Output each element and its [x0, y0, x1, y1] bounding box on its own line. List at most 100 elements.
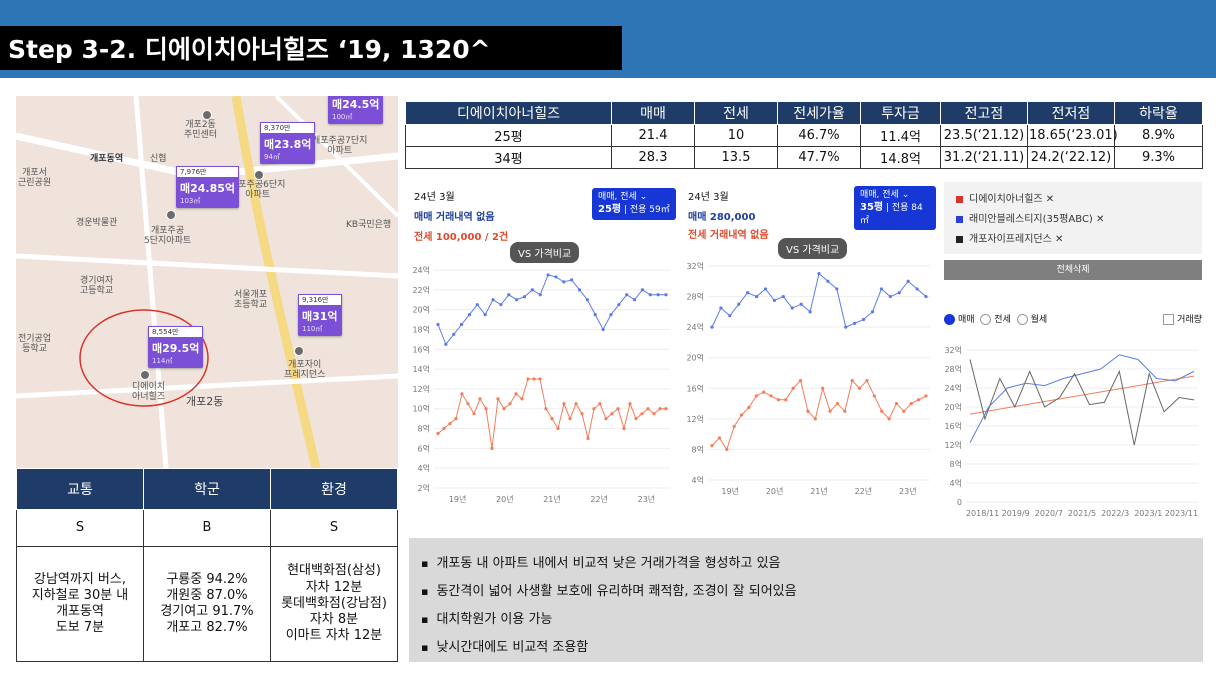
selector-area: | 전용 84㎡ — [860, 203, 923, 226]
y-tick-label: 16억 — [686, 383, 704, 393]
radio-jeonse[interactable]: 전세 — [980, 314, 1011, 325]
data-point — [790, 306, 794, 310]
data-point — [483, 312, 487, 317]
x-tick-label: 2023/11 — [1165, 509, 1198, 518]
y-tick-label: 32억 — [944, 345, 962, 355]
chart-35py: 24년 3월 매매 280,000 전세 거래내역 없음 매매, 전세 ⌄ 35… — [682, 180, 936, 520]
data-point — [769, 394, 773, 398]
data-point — [508, 402, 512, 406]
data-point — [526, 377, 530, 381]
map-marker[interactable] — [294, 346, 304, 356]
detail-traffic: 강남역까지 버스, 지하철로 30분 내 개포동역 도보 7분 — [16, 546, 144, 662]
data-point — [499, 303, 503, 307]
price-pin[interactable]: 8,554만 매29.5억 114㎡ — [148, 326, 204, 368]
data-point — [924, 294, 928, 299]
x-tick-label: 2020/7 — [1035, 509, 1063, 518]
map-label: 전기공업 등학교 — [18, 334, 52, 355]
data-point — [592, 407, 596, 411]
map-label: 개포자이 프레지던스 — [284, 360, 326, 381]
pin-unit-price: 8,554만 — [148, 326, 204, 338]
pin-area: 100㎡ — [332, 113, 353, 121]
series-line — [711, 272, 927, 328]
map-view[interactable]: 개포2동 주민센터 개포동역 신협 개포주공6단지 아파트 경운박물관 개포주공… — [16, 96, 398, 468]
delete-all-button[interactable]: 전체삭제 — [944, 260, 1202, 280]
legend-item[interactable]: 디에이치아너힐즈 ✕ — [956, 190, 1054, 205]
pin-price: 매31억 — [302, 310, 338, 323]
pin-price: 매24.85억 — [180, 182, 236, 195]
data-point — [799, 302, 803, 306]
data-point — [460, 392, 464, 396]
type-size-selector[interactable]: 매매, 전세 ⌄ 25평 | 전용 59㎡ — [592, 188, 676, 220]
data-point — [656, 293, 660, 297]
data-point — [622, 426, 626, 431]
data-point — [746, 291, 750, 295]
map-label: 개포주공7단지 아파트 — [312, 136, 368, 157]
data-point — [544, 407, 548, 411]
price-cell: 14.8억 — [860, 146, 941, 169]
price-cell: 46.7% — [777, 124, 861, 147]
y-tick-label: 12억 — [944, 440, 962, 450]
radio-sale[interactable]: 매매 — [944, 314, 975, 325]
data-point — [604, 417, 608, 421]
data-point — [616, 407, 620, 411]
data-point — [514, 392, 518, 396]
price-header: 매매 — [611, 101, 695, 125]
detail-environment: 현대백화점(삼성) 자차 12분 롯데백화점(강남점) 자차 8분 이마트 자차… — [270, 546, 398, 662]
legend-item[interactable]: 개포자이프레지던스 ✕ — [956, 230, 1063, 245]
data-point — [917, 398, 921, 402]
y-tick-label: 4억 — [418, 463, 430, 473]
legend-swatch — [956, 195, 963, 203]
data-point — [880, 409, 884, 413]
data-point — [466, 402, 470, 406]
map-label: KB국민은행 — [346, 220, 392, 230]
data-point — [652, 412, 656, 416]
price-pin[interactable]: 매24.5억 100㎡ — [328, 96, 384, 124]
legend-item[interactable]: 래미안블레스티지(35평ABC) ✕ — [956, 210, 1104, 225]
data-point — [454, 417, 458, 421]
map-marker[interactable] — [140, 370, 150, 380]
data-point — [870, 310, 875, 314]
data-point — [507, 293, 511, 297]
page-title: Step 3-2. 디에이치아너힐즈 ‘19, 1320^ — [8, 35, 491, 64]
data-point — [725, 447, 729, 452]
data-point — [772, 298, 777, 302]
data-point — [719, 306, 723, 310]
data-point — [617, 303, 621, 307]
x-tick-label: 20년 — [496, 494, 514, 504]
compare-button[interactable]: VS 가격비교 — [778, 238, 848, 259]
data-point — [902, 409, 906, 413]
pin-price: 매24.5억 — [332, 98, 380, 111]
y-tick-label: 20억 — [686, 353, 704, 363]
volume-checkbox[interactable]: 거래량 — [1163, 312, 1202, 325]
price-header: 전저점 — [1027, 101, 1115, 125]
data-point — [776, 398, 781, 402]
data-point — [546, 273, 550, 277]
data-point — [835, 287, 839, 291]
map-marker[interactable] — [166, 210, 176, 220]
series-line — [711, 379, 927, 451]
price-cell: 47.7% — [777, 146, 861, 169]
data-point — [732, 424, 736, 429]
data-point — [861, 317, 866, 322]
compare-button[interactable]: VS 가격비교 — [510, 242, 580, 263]
type-size-selector[interactable]: 매매, 전세 ⌄ 35평 | 전용 84㎡ — [854, 186, 936, 230]
data-point — [490, 446, 494, 450]
map-marker[interactable] — [254, 170, 264, 180]
data-point — [515, 298, 519, 302]
x-tick-label: 23년 — [899, 486, 917, 496]
price-pin[interactable]: 7,976만 매24.85억 103㎡ — [176, 166, 240, 208]
price-pin[interactable]: 9,316만 매31억 110㎡ — [298, 294, 342, 336]
data-point — [754, 294, 759, 299]
price-cell: 13.5 — [694, 146, 778, 169]
map-marker[interactable] — [202, 110, 212, 120]
price-pin[interactable]: 8,370만 매23.8억 94㎡ — [260, 122, 316, 164]
y-tick-label: 20억 — [412, 305, 430, 315]
x-tick-label: 2022/3 — [1101, 509, 1129, 518]
data-point — [888, 294, 892, 299]
x-tick-label: 22년 — [590, 494, 608, 504]
data-point — [806, 409, 810, 413]
data-point — [648, 293, 652, 297]
note-item: 대치학원가 이용 가능 — [421, 608, 552, 627]
selector-type: 매매, 전세 — [860, 190, 899, 200]
radio-monthly[interactable]: 월세 — [1016, 314, 1047, 325]
